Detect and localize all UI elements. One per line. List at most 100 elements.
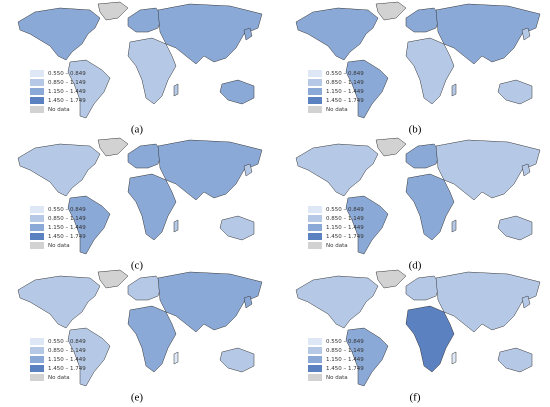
legend-label: 0.850 – 1.149 <box>326 348 364 354</box>
legend-swatch <box>30 356 44 363</box>
legend-swatch <box>308 79 322 86</box>
africa <box>405 305 455 373</box>
legend-label: 1.450 – 1.749 <box>326 234 364 240</box>
greenland <box>97 1 129 21</box>
legend-swatch <box>30 233 44 240</box>
legend-swatch <box>308 233 322 240</box>
legend-label: 1.150 – 1.449 <box>48 357 86 363</box>
legend-label: 1.150 – 1.449 <box>326 89 364 95</box>
legend-label: 0.850 – 1.149 <box>48 80 86 86</box>
panel-label: (f) <box>410 392 421 404</box>
legend-swatch <box>308 224 322 231</box>
legend-label: 1.450 – 1.749 <box>326 98 364 104</box>
legend-swatch <box>308 347 322 354</box>
map-panel: 0.550 – 0.849 0.850 – 1.149 1.150 – 1.449 1… <box>295 1 541 136</box>
australia <box>219 347 255 373</box>
africa <box>127 173 177 241</box>
asia <box>157 271 263 333</box>
legend-label: 1.450 – 1.749 <box>48 98 86 104</box>
australia <box>497 215 533 241</box>
madagascar <box>173 351 179 365</box>
asia <box>157 3 263 65</box>
legend-label: 0.850 – 1.149 <box>48 348 86 354</box>
australia <box>497 347 533 373</box>
europe <box>405 143 441 169</box>
legend-label: 1.450 – 1.749 <box>48 366 86 372</box>
asia <box>435 271 541 333</box>
greenland <box>375 137 407 157</box>
legend-label: 1.150 – 1.449 <box>326 357 364 363</box>
japan <box>243 295 253 309</box>
legend-label: No data <box>48 107 70 113</box>
legend-swatch <box>308 106 322 113</box>
asia <box>435 139 541 201</box>
legend-label: 0.550 – 0.849 <box>326 339 364 345</box>
legend-label: 1.450 – 1.749 <box>48 234 86 240</box>
panel-label: (c) <box>131 260 144 272</box>
panel-label: (d) <box>409 260 422 272</box>
map-panel: 0.550 – 0.849 0.850 – 1.149 1.150 – 1.449 1… <box>17 1 263 136</box>
south-america <box>67 327 111 387</box>
legend-label: 1.150 – 1.449 <box>326 225 364 231</box>
legend-swatch <box>30 70 44 77</box>
asia <box>157 139 263 201</box>
legend-swatch <box>308 88 322 95</box>
north-america <box>295 275 379 329</box>
panel-label: (b) <box>409 124 422 136</box>
legend-swatch <box>30 242 44 249</box>
legend-label: 0.550 – 0.849 <box>48 71 86 77</box>
legend-swatch <box>308 365 322 372</box>
europe <box>127 7 163 33</box>
south-america <box>345 59 389 119</box>
legend-swatch <box>308 242 322 249</box>
europe <box>405 7 441 33</box>
madagascar <box>451 351 457 365</box>
north-america <box>17 275 101 329</box>
japan <box>243 27 253 41</box>
panel-label: (e) <box>131 392 144 404</box>
europe <box>405 275 441 301</box>
north-america <box>17 7 101 61</box>
legend-swatch <box>30 88 44 95</box>
africa <box>127 305 177 373</box>
legend-swatch <box>308 338 322 345</box>
north-america <box>295 143 379 197</box>
legend-label: 0.550 – 0.849 <box>48 339 86 345</box>
north-america <box>17 143 101 197</box>
legend-label: No data <box>326 107 348 113</box>
legend-label: 0.550 – 0.849 <box>326 71 364 77</box>
legend-label: 0.850 – 1.149 <box>326 80 364 86</box>
europe <box>127 143 163 169</box>
legend-label: No data <box>326 375 348 381</box>
madagascar <box>451 219 457 233</box>
legend-swatch <box>30 374 44 381</box>
legend-label: 0.550 – 0.849 <box>48 207 86 213</box>
africa <box>405 173 455 241</box>
legend-label: 0.850 – 1.149 <box>326 216 364 222</box>
legend-label: 0.850 – 1.149 <box>48 216 86 222</box>
legend-swatch <box>308 215 322 222</box>
legend-swatch <box>308 356 322 363</box>
japan <box>243 163 253 177</box>
greenland <box>375 1 407 21</box>
madagascar <box>173 83 179 97</box>
legend-label: 1.150 – 1.449 <box>48 225 86 231</box>
map-panel: 0.550 – 0.849 0.850 – 1.149 1.150 – 1.449 1… <box>17 269 263 404</box>
legend-label: No data <box>48 243 70 249</box>
legend-swatch <box>308 206 322 213</box>
legend-swatch <box>30 79 44 86</box>
japan <box>521 27 531 41</box>
madagascar <box>173 219 179 233</box>
legend-swatch <box>30 106 44 113</box>
north-america <box>295 7 379 61</box>
south-america <box>345 327 389 387</box>
greenland <box>375 269 407 289</box>
legend-label: No data <box>48 375 70 381</box>
map-panel: 0.550 – 0.849 0.850 – 1.149 1.150 – 1.449 1… <box>295 137 541 272</box>
japan <box>521 163 531 177</box>
legend-swatch <box>30 365 44 372</box>
south-america <box>67 59 111 119</box>
australia <box>497 79 533 105</box>
legend-label: 0.550 – 0.849 <box>326 207 364 213</box>
